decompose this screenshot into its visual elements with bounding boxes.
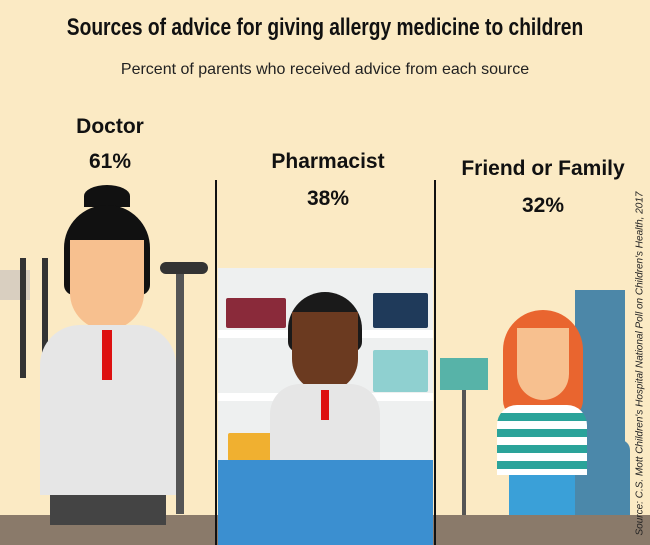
divider <box>434 180 436 545</box>
divider <box>215 180 217 545</box>
otoscope-cord <box>20 258 26 378</box>
label-friend-family: Friend or Family <box>461 157 625 180</box>
lamp <box>440 358 488 390</box>
otoscope-cord <box>42 258 48 378</box>
label-pharmacist: Pharmacist <box>271 150 385 173</box>
subtitle: Percent of parents who received advice f… <box>120 61 530 78</box>
pharmacy-counter <box>218 460 433 545</box>
value-friend-family: 32% <box>521 194 565 217</box>
label-doctor: Doctor <box>76 115 144 138</box>
value-doctor: 61% <box>88 150 132 173</box>
scale-icon <box>160 262 208 274</box>
scale-pole <box>176 274 184 514</box>
friend-illustration <box>495 310 590 515</box>
page-title: Sources of advice for giving allergy med… <box>66 14 584 41</box>
source-note: Source: C.S. Mott Children's Hospital Na… <box>634 191 646 536</box>
doctor-illustration <box>40 185 180 525</box>
value-pharmacist: 38% <box>306 187 350 210</box>
pharmacist-illustration <box>270 292 380 462</box>
lamp-pole <box>462 390 466 515</box>
